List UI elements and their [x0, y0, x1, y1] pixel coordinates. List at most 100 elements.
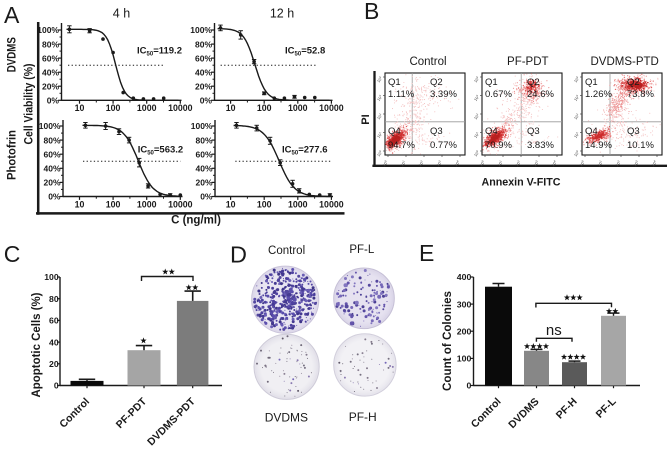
svg-text:10000: 10000: [319, 199, 344, 209]
svg-text:10000: 10000: [319, 103, 344, 113]
svg-text:300: 300: [457, 299, 472, 309]
svg-text:0%: 0%: [48, 192, 61, 202]
svg-text:10: 10: [75, 103, 85, 113]
svg-text:40%: 40%: [195, 164, 212, 174]
svg-text:100: 100: [472, 149, 480, 157]
svg-text:IC50=52.8: IC50=52.8: [285, 46, 325, 58]
svg-text:104: 104: [453, 159, 461, 167]
svg-text:0%: 0%: [200, 96, 213, 106]
svg-text:101: 101: [596, 159, 604, 167]
svg-text:Q4: Q4: [388, 126, 401, 137]
svg-text:14.9%: 14.9%: [585, 140, 612, 151]
svg-text:Q4: Q4: [485, 126, 498, 137]
svg-text:1000: 1000: [288, 103, 308, 113]
svg-text:200: 200: [457, 326, 472, 336]
svg-text:94.7%: 94.7%: [388, 140, 415, 151]
svg-text:100: 100: [257, 199, 272, 209]
svg-text:PF-H: PF-H: [349, 410, 377, 424]
svg-text:0: 0: [54, 381, 59, 391]
svg-text:Q2: Q2: [527, 77, 540, 88]
svg-text:102: 102: [375, 112, 383, 120]
svg-text:0%: 0%: [47, 96, 60, 106]
svg-text:IC50=277.6: IC50=277.6: [282, 145, 328, 157]
svg-text:40: 40: [49, 337, 59, 347]
svg-text:101: 101: [496, 159, 504, 167]
svg-text:102: 102: [514, 159, 522, 167]
svg-text:Q3: Q3: [430, 126, 443, 137]
svg-text:100%: 100%: [191, 121, 213, 131]
svg-text:100: 100: [106, 199, 121, 209]
svg-text:80: 80: [49, 294, 59, 304]
svg-text:100: 100: [381, 159, 389, 167]
svg-text:102: 102: [572, 112, 580, 120]
svg-text:Annexin V-FITC: Annexin V-FITC: [482, 177, 561, 189]
svg-text:1000: 1000: [137, 199, 157, 209]
svg-text:DVDMS: DVDMS: [5, 37, 19, 72]
svg-text:80%: 80%: [195, 135, 212, 145]
svg-text:73.8%: 73.8%: [627, 89, 654, 100]
svg-text:1000: 1000: [288, 199, 308, 209]
svg-text:3.39%: 3.39%: [430, 89, 457, 100]
svg-text:103: 103: [435, 159, 443, 167]
svg-text:Q4: Q4: [585, 126, 598, 137]
svg-text:10.1%: 10.1%: [627, 140, 654, 151]
svg-text:103: 103: [632, 159, 640, 167]
svg-text:70.9%: 70.9%: [485, 140, 512, 151]
svg-text:104: 104: [472, 75, 480, 83]
svg-text:3.83%: 3.83%: [527, 140, 554, 151]
svg-text:B: B: [364, 0, 379, 24]
svg-text:0%: 0%: [200, 192, 213, 202]
svg-text:Count of Colonies: Count of Colonies: [442, 291, 454, 391]
svg-text:103: 103: [472, 94, 480, 102]
svg-text:80%: 80%: [42, 39, 59, 49]
svg-text:40%: 40%: [195, 67, 212, 77]
svg-text:Control: Control: [268, 245, 305, 257]
svg-text:Q1: Q1: [388, 77, 401, 88]
svg-text:10000: 10000: [168, 199, 193, 209]
svg-text:A: A: [4, 2, 20, 28]
svg-text:60%: 60%: [195, 149, 212, 159]
svg-text:DVDMS: DVDMS: [265, 411, 308, 425]
svg-text:10000: 10000: [168, 103, 193, 113]
svg-text:E: E: [419, 240, 434, 266]
svg-text:PF-L: PF-L: [349, 244, 375, 256]
svg-text:Q2: Q2: [627, 77, 640, 88]
svg-text:1.11%: 1.11%: [388, 89, 415, 100]
svg-text:100%: 100%: [37, 25, 59, 35]
svg-text:100: 100: [578, 159, 586, 167]
svg-text:Q3: Q3: [627, 126, 640, 137]
svg-text:100: 100: [44, 272, 59, 282]
svg-text:60%: 60%: [43, 149, 60, 159]
svg-text:100: 100: [375, 149, 383, 157]
svg-text:IC50=119.2: IC50=119.2: [137, 46, 182, 58]
svg-text:Control: Control: [409, 56, 446, 68]
svg-text:Q1: Q1: [485, 77, 498, 88]
svg-text:20%: 20%: [43, 178, 60, 188]
svg-text:Q2: Q2: [430, 77, 443, 88]
svg-text:101: 101: [375, 131, 383, 139]
svg-text:104: 104: [572, 75, 580, 83]
svg-text:0.67%: 0.67%: [485, 89, 512, 100]
svg-text:PI: PI: [360, 114, 372, 124]
svg-text:Q1: Q1: [585, 77, 598, 88]
svg-text:100: 100: [572, 149, 580, 157]
svg-text:60: 60: [49, 316, 59, 326]
svg-text:ns: ns: [546, 322, 562, 339]
svg-text:Q3: Q3: [527, 126, 540, 137]
svg-text:80%: 80%: [43, 135, 60, 145]
svg-text:20%: 20%: [42, 81, 59, 91]
svg-text:101: 101: [399, 159, 407, 167]
svg-text:102: 102: [472, 112, 480, 120]
svg-text:0: 0: [466, 381, 471, 391]
svg-text:101: 101: [572, 131, 580, 139]
svg-text:100%: 100%: [190, 25, 212, 35]
svg-text:104: 104: [375, 75, 383, 83]
svg-text:103: 103: [375, 94, 383, 102]
svg-text:1000: 1000: [137, 103, 157, 113]
svg-text:Cell Viability (%): Cell Viability (%): [24, 63, 36, 144]
svg-text:20%: 20%: [195, 81, 212, 91]
svg-text:12 h: 12 h: [270, 7, 294, 21]
svg-text:60%: 60%: [42, 53, 59, 63]
svg-text:60%: 60%: [195, 53, 212, 63]
svg-text:40%: 40%: [42, 67, 59, 77]
